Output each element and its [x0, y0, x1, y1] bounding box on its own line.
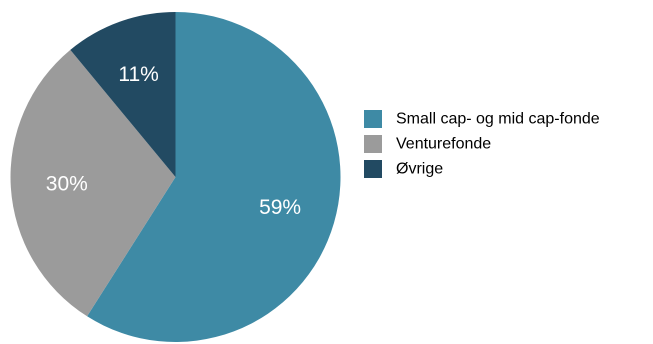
pie-slice-ovrige: [70, 12, 176, 177]
legend-swatch-venturefonde: [364, 135, 382, 153]
legend: Small cap- og mid cap-fonde Venturefonde Ø…: [364, 110, 600, 178]
legend-swatch-small-cap-og-mid-cap-fonde: [364, 110, 382, 128]
legend-label-venturefonde: Venturefonde: [396, 136, 491, 153]
legend-label-small-cap-og-mid-cap-fonde: Small cap- og mid cap-fonde: [396, 111, 600, 128]
pie-slice-labels: 59% 30% 11%: [46, 63, 301, 219]
pie-slices: [10, 12, 341, 342]
legend-swatch-ovrige: [364, 160, 382, 178]
legend-label-ovrige: Øvrige: [396, 161, 443, 178]
pie-slice-venturefonde: [10, 49, 176, 317]
pie-slice-label-small-cap-og-mid-cap-fonde: 59%: [259, 196, 301, 219]
pie-slice-label-ovrige: 11%: [118, 63, 158, 86]
pie-slice-small-cap-og-mid-cap-fonde: [87, 12, 341, 342]
pie-slice-label-venturefonde: 30%: [46, 172, 88, 195]
